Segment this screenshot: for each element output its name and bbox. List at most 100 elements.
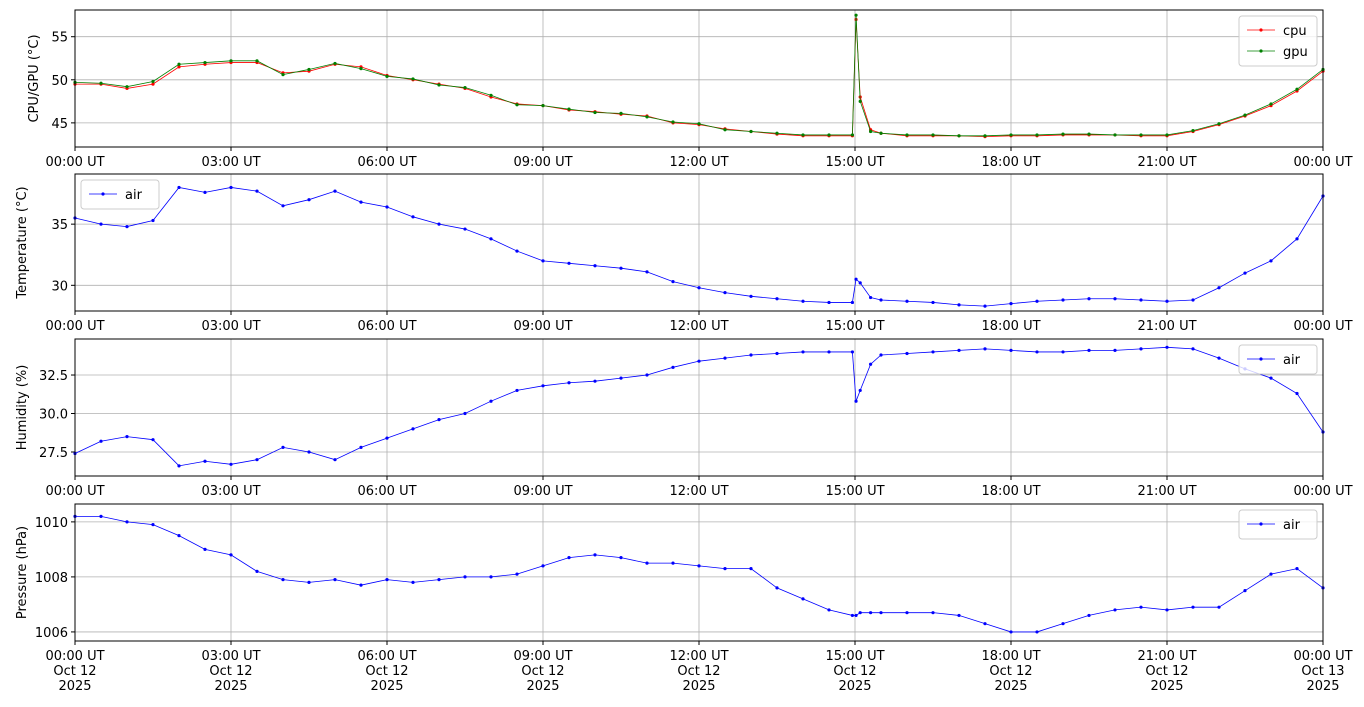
series-point [1009, 630, 1013, 634]
series-point [359, 66, 363, 71]
series-point [801, 597, 805, 601]
series-point [850, 613, 855, 618]
series-point [281, 204, 285, 208]
y-tick-label: 30 [51, 279, 68, 294]
series-point [1009, 133, 1013, 137]
x-tick-label: 00:00 UT [1293, 319, 1352, 334]
series-point [151, 438, 155, 442]
series-point [749, 129, 753, 134]
series-point [619, 376, 623, 380]
series-point [593, 379, 597, 383]
series-point [515, 249, 519, 253]
series-point [593, 553, 597, 557]
series-point [1113, 348, 1117, 352]
legend-marker [101, 192, 105, 196]
y-tick-label: 1010 [35, 516, 68, 531]
series-point [203, 459, 207, 463]
x-tick-label: 15:00 UT [825, 155, 884, 170]
x-tick-label: 00:00 UT [1293, 155, 1352, 170]
y-tick-label: 32.5 [39, 369, 68, 384]
series-point [229, 462, 233, 466]
series-point [858, 281, 862, 285]
series-point [850, 300, 855, 305]
series-point [255, 458, 259, 462]
series-point [1191, 298, 1195, 302]
plot-frame [74, 503, 1324, 642]
series-point [1087, 613, 1091, 618]
series-point [957, 303, 961, 307]
series-point [593, 110, 597, 115]
series-point [619, 111, 623, 115]
series-point [385, 578, 389, 582]
series-point [1087, 348, 1091, 352]
series-point [905, 611, 909, 615]
legend-marker [1259, 357, 1263, 361]
series-point [99, 514, 103, 518]
series-point [957, 613, 961, 618]
series-point [1165, 299, 1169, 303]
series-point [1113, 133, 1117, 137]
series-point [437, 83, 441, 87]
series-point [827, 300, 831, 305]
series-point [1269, 259, 1273, 263]
x-tick-label: 15:00 UT [825, 484, 884, 499]
series-point [983, 347, 987, 351]
series-point [869, 295, 873, 300]
series-point [1139, 133, 1143, 137]
y-tick-label: 30.0 [39, 408, 68, 423]
series-point [177, 62, 181, 66]
series-point [697, 359, 701, 363]
series-point [411, 427, 415, 431]
series-point [1139, 298, 1143, 302]
series-point [281, 578, 285, 582]
series-point [775, 131, 779, 135]
series-point [749, 294, 753, 298]
series-point [1061, 298, 1065, 302]
x-tick-label: 09:00 UT Oct 12 2025 [513, 649, 572, 694]
series-point [1269, 376, 1273, 380]
series-point [827, 608, 831, 612]
series-point [1191, 129, 1195, 133]
series-point [1087, 297, 1091, 301]
x-tick-label: 03:00 UT Oct 12 2025 [201, 649, 260, 694]
series-point [697, 286, 701, 290]
series-line [74, 187, 1324, 307]
series-point [203, 547, 207, 551]
series-point [333, 578, 337, 582]
series-point [1139, 605, 1143, 609]
series-point [1061, 350, 1065, 354]
series-point [125, 85, 129, 89]
legend-label: air [1283, 518, 1301, 533]
series-point [879, 131, 883, 135]
series-point [463, 85, 467, 90]
x-tick-label: 09:00 UT [513, 484, 572, 499]
series-point [1295, 567, 1299, 571]
series-point [723, 128, 727, 132]
series-point [177, 185, 181, 190]
y-tick-label: 35 [51, 218, 68, 233]
series-point [489, 93, 493, 97]
series-point [1269, 572, 1273, 576]
y-axis-label: CPU/GPU (°C) [27, 34, 42, 122]
series-point [905, 351, 909, 356]
series-point [697, 122, 701, 126]
series-point [307, 67, 311, 72]
x-tick-label: 12:00 UT [669, 155, 728, 170]
legend: cpu gpu [1238, 15, 1318, 67]
series-point [333, 61, 337, 66]
series-point [983, 134, 987, 138]
series-point [879, 611, 883, 615]
series-point [697, 564, 701, 568]
x-tick-label: 21:00 UT [1137, 319, 1196, 334]
series-point [359, 583, 363, 587]
series-point [671, 561, 675, 565]
series-point [749, 353, 753, 357]
series-point [177, 65, 181, 69]
series-point [854, 613, 858, 618]
series-point [931, 133, 935, 137]
series-point [567, 261, 571, 265]
series-point [905, 133, 909, 137]
series-point [359, 200, 363, 204]
series-point [255, 59, 259, 63]
